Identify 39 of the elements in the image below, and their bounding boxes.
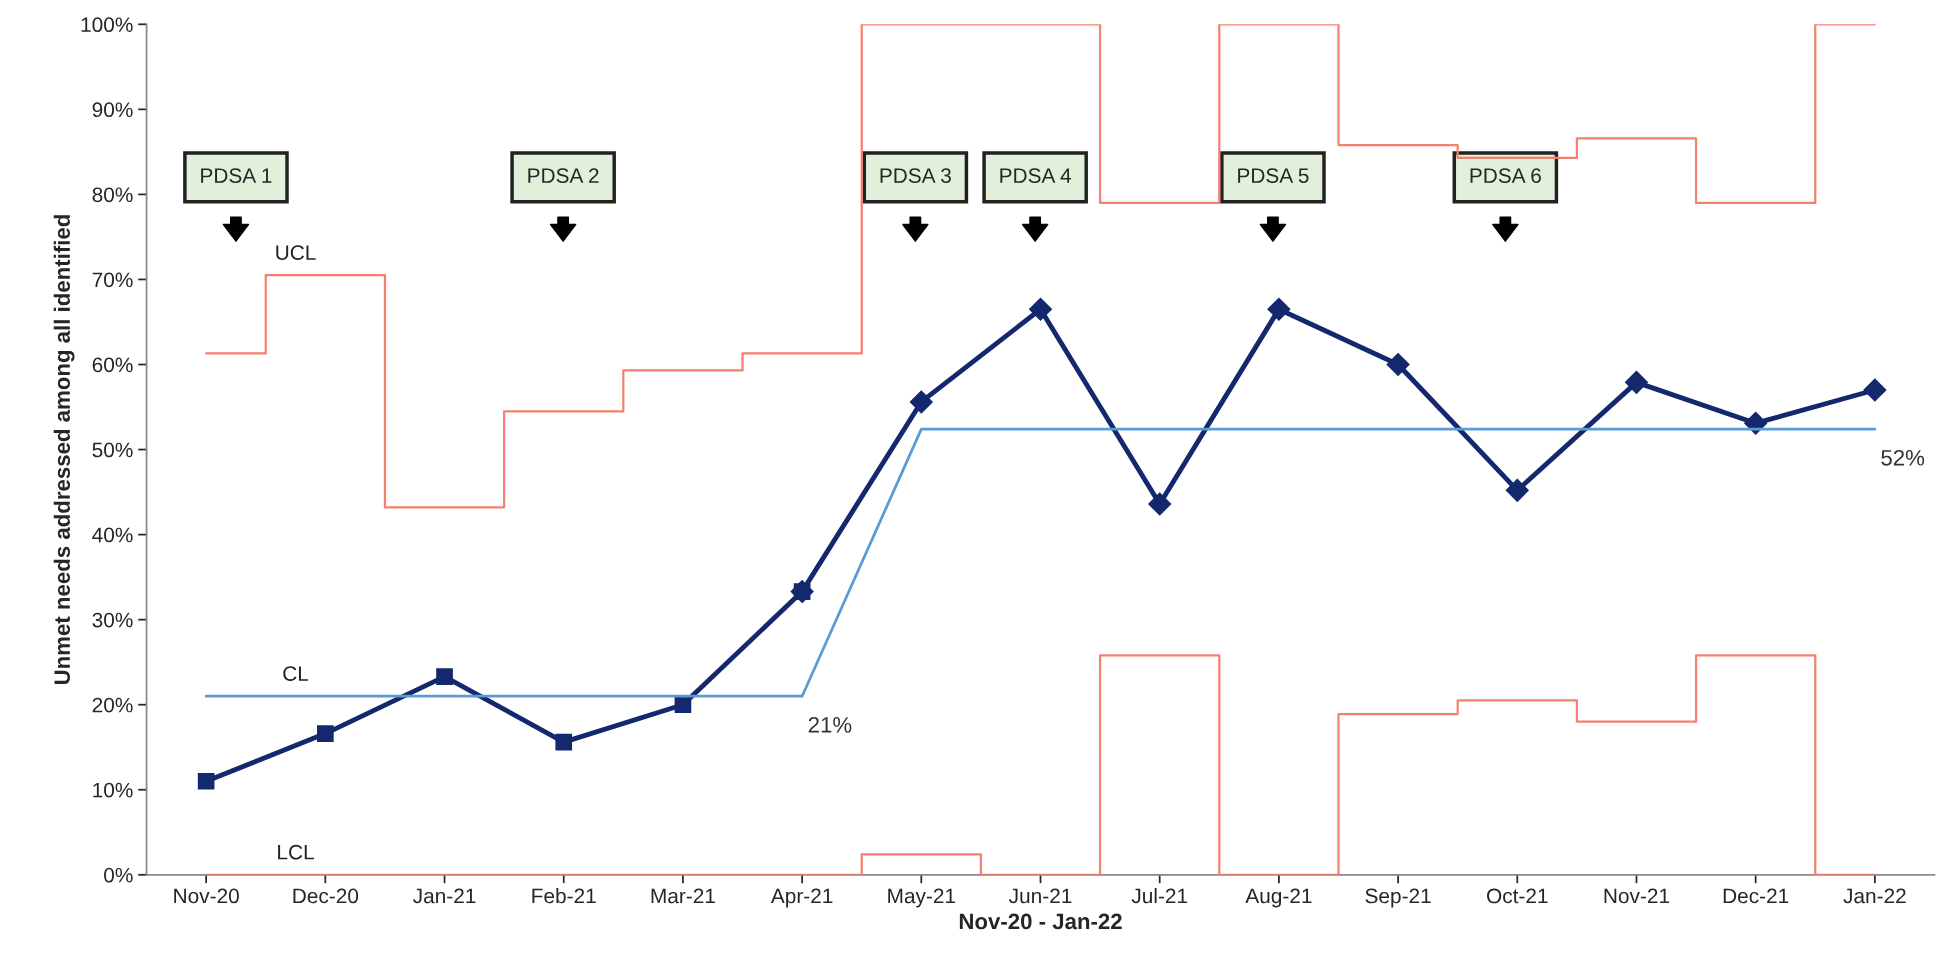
x-tick-label: Mar-21 — [651, 888, 715, 904]
y-tick-label: 80% — [92, 187, 133, 203]
x-tick-label: Dec-20 — [293, 888, 359, 904]
y-tick-label: 60% — [92, 357, 133, 373]
annotation: PDSA 6 — [1470, 168, 1541, 183]
x-tick-label: Jan-21 — [413, 888, 476, 904]
y-tick-label: 10% — [93, 782, 133, 798]
series-label: CL — [283, 666, 309, 681]
y-tick-label: 90% — [92, 102, 133, 118]
y-tick-label: 20% — [92, 697, 133, 713]
x-tick-label: May-21 — [888, 888, 956, 908]
x-tick-label: Dec-21 — [1723, 888, 1789, 904]
annotation: PDSA 2 — [528, 168, 599, 183]
annotation: PDSA 4 — [1000, 168, 1072, 183]
x-tick-label: Apr-21 — [770, 888, 833, 908]
y-tick-label: 100% — [81, 17, 133, 33]
x-tick-label: Sep-21 — [1365, 888, 1431, 908]
annotation: PDSA 1 — [201, 168, 272, 183]
x-tick-label: Aug-21 — [1245, 888, 1312, 908]
x-tick-label: Feb-21 — [532, 887, 596, 904]
series-label: UCL — [276, 245, 316, 260]
annotation: PDSA 3 — [880, 168, 951, 183]
x-tick-label: Nov-21 — [1604, 888, 1670, 904]
annotation: 21% — [808, 716, 852, 733]
y-tick-label: 30% — [92, 612, 133, 628]
x-tick-label: Oct-21 — [1487, 888, 1548, 904]
x-tick-label: Jun-21 — [1008, 888, 1072, 904]
x-tick-label: Nov-20 — [174, 888, 239, 904]
y-tick-label: 40% — [92, 527, 133, 543]
y-tick-label: 50% — [92, 442, 133, 458]
annotation: 52% — [1881, 449, 1925, 466]
series-label: LCL — [278, 844, 314, 860]
y-axis-title: Unmet needs addressed among all identified — [53, 215, 75, 685]
y-tick-label: 0% — [104, 867, 133, 883]
x-tick-label: Jul-21 — [1131, 887, 1188, 904]
x-axis-title: Nov-20 - Jan-22 — [959, 913, 1122, 930]
x-tick-label: Jan-22 — [1843, 888, 1906, 904]
y-tick-label: 70% — [92, 272, 133, 288]
annotation: PDSA 5 — [1238, 168, 1309, 183]
